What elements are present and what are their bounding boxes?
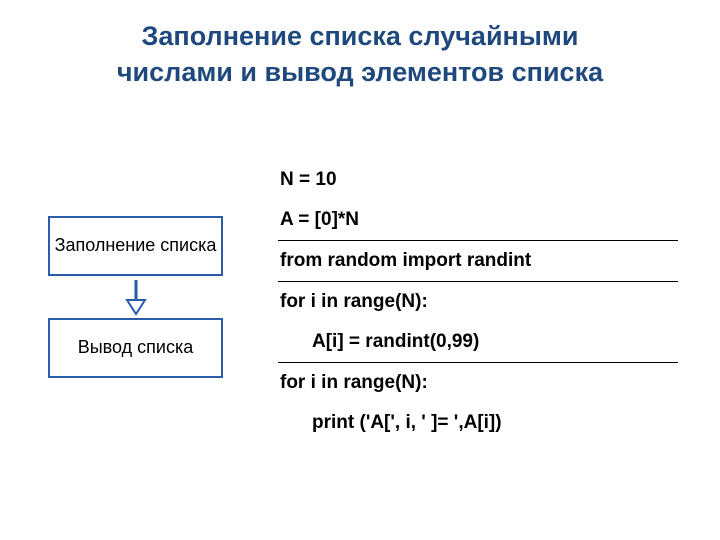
title-line-1: Заполнение списка случайными <box>142 21 579 51</box>
title-heading: Заполнение списка случайными числами и в… <box>40 18 680 91</box>
slide-title: Заполнение списка случайными числами и в… <box>0 0 720 91</box>
code-line: from random import randint <box>278 241 678 281</box>
code-block: N = 10A = [0]*Nfrom random import randin… <box>278 160 678 443</box>
code-line: N = 10 <box>278 160 678 200</box>
code-line: for i in range(N): <box>278 282 678 322</box>
arrow-down-icon <box>123 278 149 316</box>
flow-arrow-wrap <box>48 276 223 318</box>
flow-box-fill-list: Заполнение списка <box>48 216 223 276</box>
code-line: print ('A[', i, ' ]= ',A[i]) <box>278 403 678 443</box>
code-line: A = [0]*N <box>278 200 678 240</box>
flow-box-print-label: Вывод списка <box>78 337 194 359</box>
flow-box-print-list: Вывод списка <box>48 318 223 378</box>
content-area: Заполнение списка Вывод списка N = 10A =… <box>0 160 720 540</box>
code-line: for i in range(N): <box>278 363 678 403</box>
flow-box-fill-label: Заполнение списка <box>55 235 217 257</box>
code-line: A[i] = randint(0,99) <box>278 322 678 362</box>
title-line-2: числами и вывод элементов списка <box>117 57 603 87</box>
flowchart: Заполнение списка Вывод списка <box>48 216 223 378</box>
